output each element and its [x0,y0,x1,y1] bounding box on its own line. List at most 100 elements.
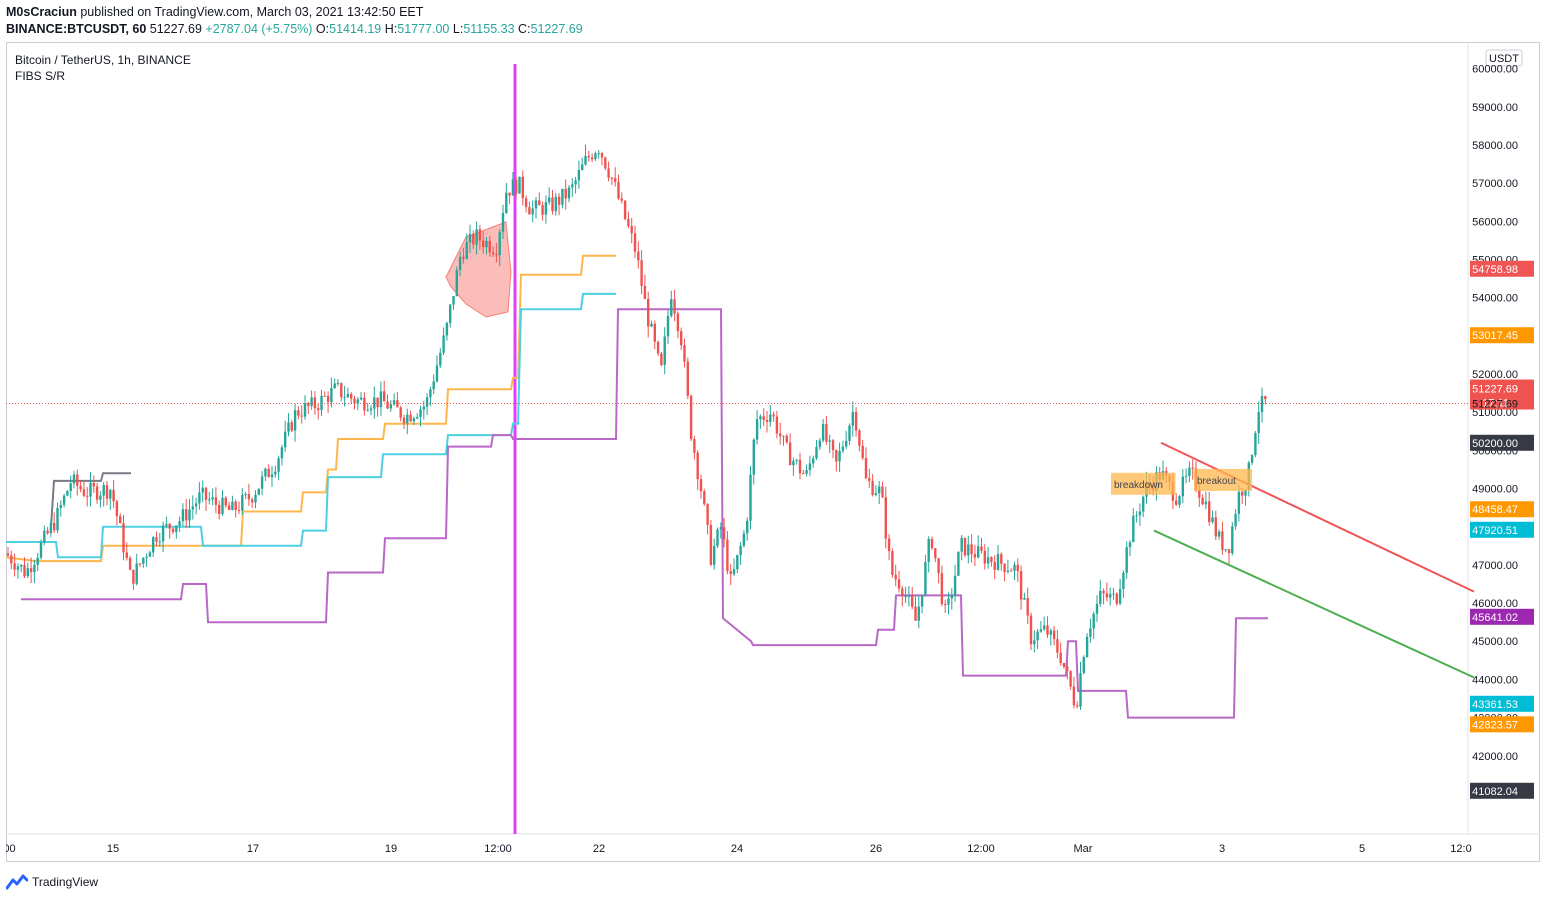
price-label: 51227.69 [1472,399,1518,411]
candle-body [511,179,515,196]
candle-body [287,422,290,432]
candle-body [293,410,297,431]
candle-body [158,541,161,543]
candle-body [231,501,234,510]
candle-body [1125,547,1128,573]
candle-body [1043,625,1046,630]
candle-body [227,505,231,510]
y-tick-label: 54000.00 [1472,293,1518,305]
candle-body [887,538,891,552]
candle-body [795,459,798,461]
candle-body [247,494,251,500]
candle-body [194,503,198,507]
annotation-label-box [1194,468,1252,491]
candle-body [726,539,729,572]
candle-body [818,440,821,448]
candle-body [389,404,392,409]
candle-body [656,341,660,354]
candle-body [531,208,534,215]
y-tick-label: 60000.00 [1472,64,1518,76]
candle-body [95,486,99,500]
candle-body [587,155,590,158]
price-label: 50200.00 [1470,434,1534,451]
x-tick-label: 12:00 [967,843,995,855]
candle-body [940,573,944,605]
candle-body [1082,657,1085,674]
candle-body [92,482,95,487]
candle-body [874,493,878,495]
candle-body [495,254,498,256]
price-label-text: 41082.04 [1472,786,1518,798]
footer-brand-text[interactable]: TradingView [32,875,99,889]
candle-body [548,197,551,203]
candle-body [125,552,128,558]
legend-symbol[interactable]: Bitcoin / TetherUS, 1h, BINANCE [15,53,191,67]
candle-body [538,200,541,206]
candle-body [161,525,165,542]
candle-body [89,482,92,497]
candle-body [1092,613,1095,629]
candle-body [251,499,254,503]
ohlc-close: 51227.69 [530,22,583,36]
candle-body [320,395,323,411]
candle-body [49,522,53,534]
candle-body [1244,489,1247,496]
candle-body [376,397,379,408]
candle-body [897,579,901,589]
candle-body [343,397,346,399]
legend-indicator[interactable]: FIBS S/R [15,69,66,83]
candle-body [419,409,422,418]
candle-body [369,408,373,411]
candle-body [868,478,871,482]
candle-body [178,521,181,526]
candle-body [237,510,241,512]
candle-body [713,545,716,565]
published-text: published on TradingView.com, March 03, … [80,5,424,19]
candle-body [396,400,399,408]
price-label-text: 54758.98 [1472,264,1518,276]
candle-body [924,561,927,595]
y-tick-label: 56000.00 [1472,216,1518,228]
price-label-box [1470,716,1534,733]
price-label-text: 50200.00 [1472,438,1518,450]
candle-body [841,446,845,451]
candle-body [429,389,432,398]
candle-body [508,192,511,196]
candle-body [1198,489,1201,498]
publish-header: M0sCraciun published on TradingView.com,… [6,4,583,38]
candle-body [1059,652,1062,663]
candle-body [406,414,409,424]
candle-body [1095,603,1099,614]
candle-body [386,401,389,409]
candle-body [825,424,828,442]
candle-body [904,596,907,598]
candle-body [660,353,663,365]
candle-body [82,489,86,496]
candle-body [1000,554,1003,564]
candle-body [683,345,686,362]
candle-body [181,509,185,522]
candle-body [977,546,980,558]
candle-body [148,552,152,557]
candle-body [254,494,257,503]
candle-body [1019,571,1023,600]
candle-body [772,414,775,417]
candle-body [270,474,274,478]
chart-canvas[interactable]: USDT41000.0042000.0043000.0044000.004500… [6,42,1540,862]
ohlc-high-label: H: [384,22,398,36]
candle-body [927,538,930,562]
annotation-label-text: breakdown [1114,480,1163,491]
candle-body [950,595,953,599]
currency-label: USDT [1485,49,1523,67]
candle-body [944,604,947,606]
candle-body [442,335,445,353]
y-tick-label: 49000.00 [1472,484,1518,496]
candle-body [805,470,808,474]
candle-body [557,196,561,205]
candle-body [155,537,158,542]
author-name[interactable]: M0sCraciun [6,5,77,19]
candle-body [1039,629,1043,632]
candle-body [43,530,46,543]
candle-body [211,497,214,500]
